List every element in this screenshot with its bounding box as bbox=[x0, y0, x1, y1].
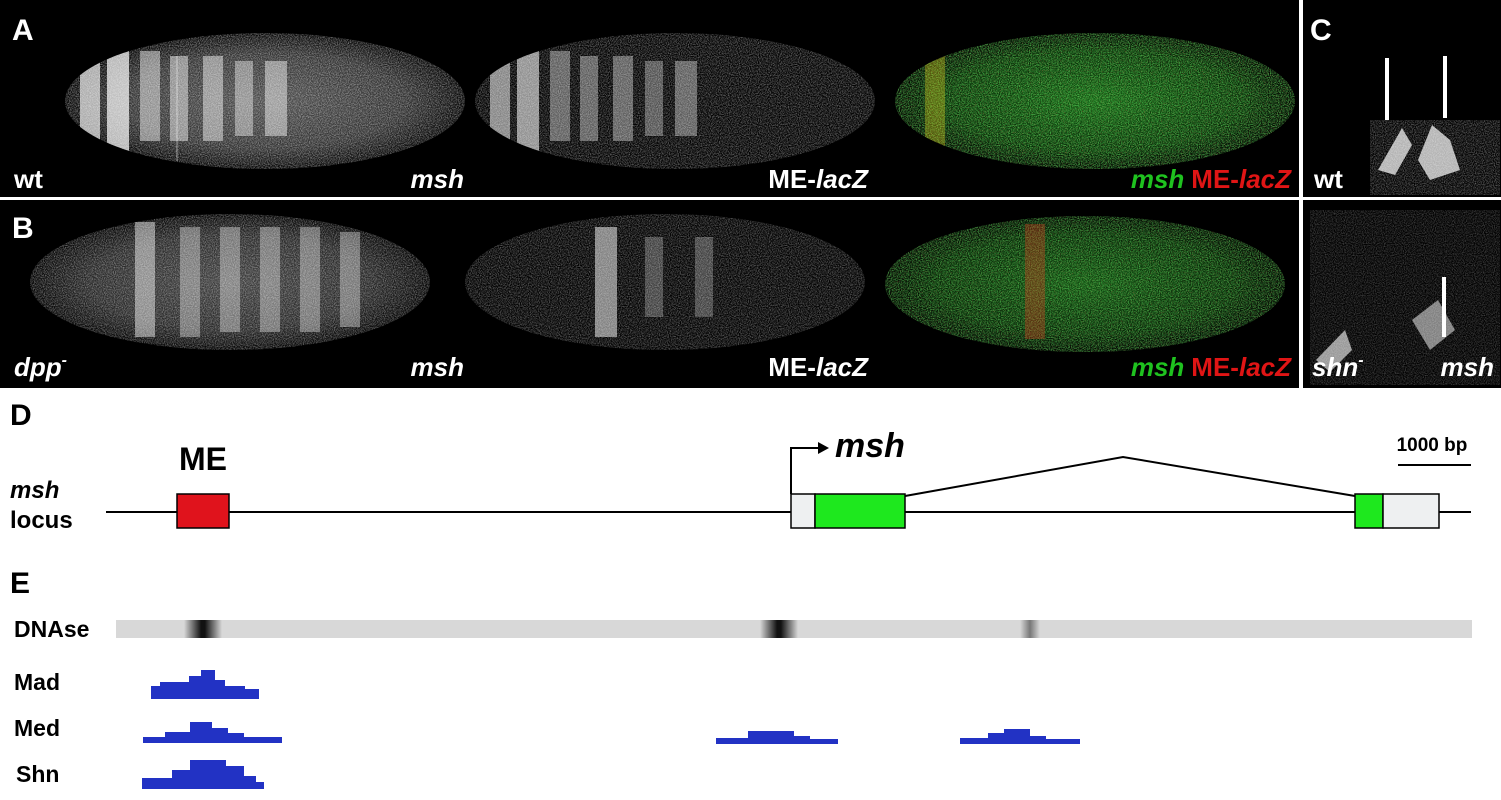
mad-label: Mad bbox=[14, 669, 60, 695]
panel-b-letter: B bbox=[12, 212, 34, 245]
panel-a-genotype: wt bbox=[13, 164, 43, 194]
exon1-coding bbox=[814, 493, 906, 529]
panel-a-letter: A bbox=[12, 14, 34, 47]
shn-signal bbox=[142, 760, 264, 789]
panel-d-letter: D bbox=[10, 399, 32, 432]
panel-a-msh-label: msh bbox=[411, 164, 464, 194]
tss-arrowhead bbox=[818, 442, 829, 454]
shn-label: Shn bbox=[16, 761, 59, 787]
panel-a-lacz-label: ME-lacZ bbox=[768, 164, 869, 194]
med-label: Med bbox=[14, 715, 60, 741]
dnase-peak bbox=[760, 620, 798, 638]
panel-c-marker-line bbox=[1443, 56, 1447, 118]
panel-c-bottom-image bbox=[1310, 210, 1500, 385]
panel-divider bbox=[1299, 0, 1303, 390]
me-enhancer-box bbox=[176, 493, 230, 529]
exon2-utr bbox=[1382, 493, 1440, 529]
panel-b-merge-embryo bbox=[885, 216, 1285, 352]
panel-b: B dpp- msh ME-lacZ msh ME-lacZ bbox=[0, 200, 1299, 388]
dnase-peak bbox=[184, 620, 222, 638]
panel-c-bottom-genotype: shn- bbox=[1312, 352, 1364, 382]
panel-c-letter: C bbox=[1310, 14, 1332, 47]
scale-bar-label: 1000 bp bbox=[1397, 435, 1468, 456]
panel-e-tracks: E DNAse Mad Med bbox=[10, 567, 1472, 789]
panel-b-merge-label: msh ME-lacZ bbox=[1131, 352, 1292, 382]
panel-divider bbox=[0, 197, 1501, 200]
panel-b-lacz-label: ME-lacZ bbox=[768, 352, 869, 382]
panel-c-top-image bbox=[1370, 120, 1500, 195]
panel-a-lacz-embryo bbox=[475, 33, 875, 169]
panel-c: C wt shn- msh bbox=[1303, 0, 1501, 388]
panel-a-merge-label: msh ME-lacZ bbox=[1131, 164, 1292, 194]
exon1-utr bbox=[790, 493, 816, 529]
panel-c-marker-line bbox=[1442, 277, 1446, 337]
panel-b-msh-label: msh bbox=[411, 352, 464, 382]
panel-a: A wt msh ME-lacZ msh ME-lacZ bbox=[0, 0, 1299, 197]
panel-e-letter: E bbox=[10, 567, 30, 600]
panel-d-locus: D msh locus ME msh 1000 bp bbox=[10, 399, 1471, 534]
dnase-label: DNAse bbox=[14, 616, 89, 642]
locus-track-label-gene: msh bbox=[10, 477, 59, 504]
intron-line bbox=[904, 455, 1356, 497]
panel-b-lacz-embryo bbox=[465, 214, 865, 350]
mad-signal bbox=[151, 670, 259, 699]
panel-a-merge-embryo bbox=[895, 33, 1295, 169]
panel-a-msh-embryo bbox=[65, 33, 465, 169]
panel-c-marker-line bbox=[1385, 58, 1389, 120]
exon2-coding bbox=[1354, 493, 1384, 529]
tss-arrow bbox=[790, 447, 818, 494]
me-enhancer-label: ME bbox=[179, 441, 227, 477]
panel-b-genotype: dpp- bbox=[14, 352, 67, 382]
med-signal bbox=[143, 722, 1080, 744]
panel-c-top-genotype: wt bbox=[1313, 164, 1343, 194]
dnase-peak bbox=[1020, 620, 1040, 638]
gene-label: msh bbox=[835, 427, 905, 465]
locus-track-label: locus bbox=[10, 507, 73, 534]
panel-c-bottom-gene: msh bbox=[1441, 352, 1494, 382]
panel-b-msh-embryo bbox=[30, 214, 430, 350]
